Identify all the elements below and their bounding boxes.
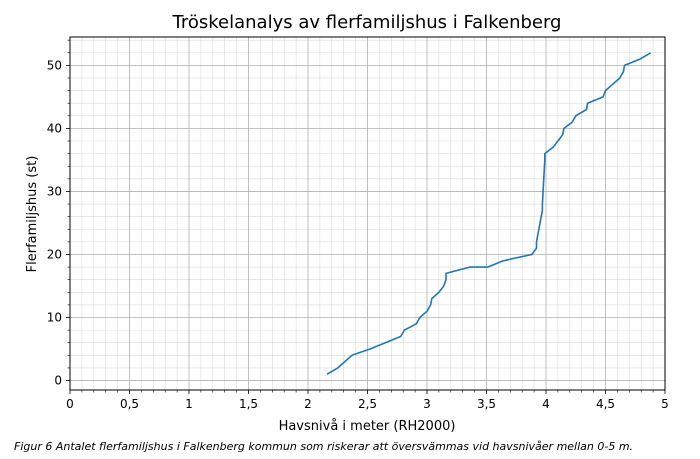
x-tick-label: 1: [185, 397, 193, 411]
x-axis-label: Havsnivå i meter (RH2000): [279, 419, 456, 434]
x-tick-label: 2,5: [358, 397, 377, 411]
x-tick-label: 2: [304, 397, 312, 411]
chart-title: Tröskelanalys av flerfamiljshus i Falken…: [172, 12, 562, 33]
y-tick-label: 20: [47, 247, 62, 261]
x-tick-label: 4,5: [596, 397, 615, 411]
y-tick-label: 50: [47, 58, 62, 72]
x-tick-label: 5: [661, 397, 669, 411]
x-tick-label: 1,5: [239, 397, 258, 411]
major-grid: [69, 37, 666, 390]
y-tick-label: 40: [47, 121, 62, 135]
series-layer: [326, 52, 652, 375]
x-tick-label: 3,5: [477, 397, 496, 411]
x-tick-label: 0,5: [120, 397, 139, 411]
y-axis-label: Flerfamiljshus (st): [25, 156, 40, 273]
y-tick-label: 10: [47, 311, 62, 325]
y-tick-label: 0: [54, 374, 62, 388]
x-tick-label: 4: [542, 397, 550, 411]
figure-caption: Figur 6 Antalet flerfamiljshus i Falkenb…: [14, 440, 634, 453]
x-tick-label: 0: [66, 397, 74, 411]
y-tick-label: 30: [47, 184, 62, 198]
series-line: [326, 52, 652, 375]
x-tick-label: 3: [423, 397, 431, 411]
